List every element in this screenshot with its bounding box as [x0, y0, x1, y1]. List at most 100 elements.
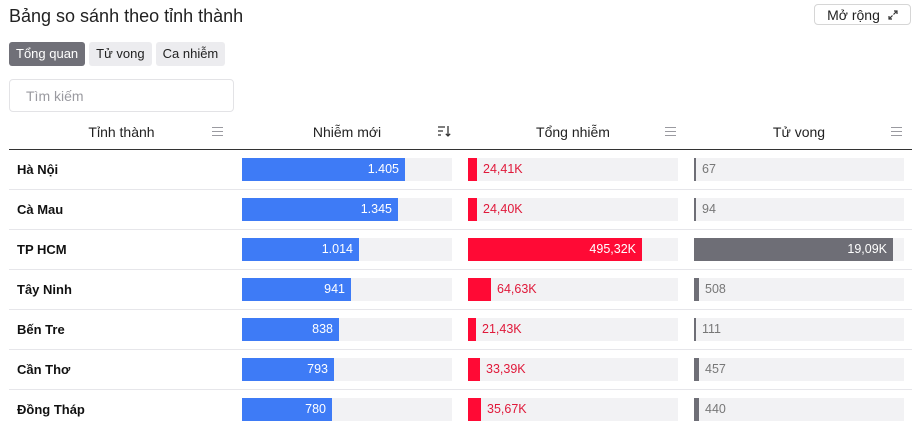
- table-row[interactable]: Tây Ninh 941 64,63K 508: [9, 270, 912, 310]
- new-cases-bar-track: 1.345: [242, 198, 452, 221]
- deaths-bar-track: 508: [694, 278, 904, 301]
- new-cases-value: 941: [324, 282, 345, 296]
- column-menu-icon[interactable]: [891, 127, 902, 136]
- total-cases-value: 21,43K: [482, 322, 522, 336]
- table-row[interactable]: Cà Mau 1.345 24,40K 94: [9, 190, 912, 230]
- total-cases-bar: [468, 398, 481, 421]
- deaths-bar: [694, 358, 699, 381]
- total-cases-bar-track: 35,67K: [468, 398, 678, 421]
- column-header-new-cases[interactable]: Nhiễm mới: [242, 116, 452, 148]
- total-cases-bar-track: 33,39K: [468, 358, 678, 381]
- total-cases-bar: [468, 278, 491, 301]
- total-cases-value: 495,32K: [589, 242, 636, 256]
- new-cases-bar: [242, 158, 405, 181]
- column-header-new-cases-label: Nhiễm mới: [312, 124, 382, 140]
- deaths-value: 111: [702, 322, 722, 336]
- new-cases-bar-track: 793: [242, 358, 452, 381]
- column-header-province[interactable]: Tỉnh thành: [9, 116, 234, 148]
- province-name: TP HCM: [17, 242, 67, 257]
- column-header-deaths[interactable]: Tử vong: [694, 116, 904, 148]
- sort-descending-icon[interactable]: [437, 124, 451, 138]
- table-row[interactable]: Đồng Tháp 780 35,67K 440: [9, 390, 912, 430]
- new-cases-bar: [242, 398, 332, 421]
- expand-button[interactable]: Mở rộng: [814, 4, 911, 25]
- deaths-bar: [694, 198, 696, 221]
- new-cases-value: 1.345: [360, 202, 392, 216]
- new-cases-bar-track: 1.014: [242, 238, 452, 261]
- deaths-value: 67: [702, 162, 716, 176]
- deaths-bar-track: 440: [694, 398, 904, 421]
- new-cases-bar: [242, 278, 351, 301]
- table-row[interactable]: TP HCM 1.014 495,32K 19,09K: [9, 230, 912, 270]
- new-cases-bar-track: 838: [242, 318, 452, 341]
- deaths-value: 440: [705, 402, 726, 416]
- deaths-bar: [694, 318, 696, 341]
- deaths-bar-track: 94: [694, 198, 904, 221]
- province-name: Tây Ninh: [17, 282, 72, 297]
- table-row[interactable]: Hà Nội 1.405 24,41K 67: [9, 150, 912, 190]
- total-cases-value: 35,67K: [487, 402, 527, 416]
- new-cases-bar-track: 941: [242, 278, 452, 301]
- total-cases-bar: [468, 158, 477, 181]
- deaths-bar: [694, 158, 696, 181]
- province-name: Hà Nội: [17, 162, 59, 177]
- new-cases-value: 793: [307, 362, 328, 376]
- column-header-total-cases-label: Tổng nhiễm: [536, 124, 610, 140]
- deaths-value: 508: [705, 282, 726, 296]
- page-title: Bảng so sánh theo tỉnh thành: [9, 6, 244, 26]
- column-menu-icon[interactable]: [212, 127, 223, 136]
- deaths-value: 19,09K: [847, 242, 887, 256]
- province-name: Cần Thơ: [17, 362, 71, 377]
- total-cases-value: 33,39K: [486, 362, 526, 376]
- total-cases-bar: [468, 358, 480, 381]
- search-input[interactable]: [9, 79, 234, 112]
- new-cases-bar-track: 780: [242, 398, 452, 421]
- deaths-value: 94: [702, 202, 716, 216]
- province-name: Bến Tre: [17, 322, 65, 337]
- deaths-bar: [694, 398, 699, 421]
- total-cases-bar-track: 64,63K: [468, 278, 678, 301]
- new-cases-bar: [242, 318, 339, 341]
- table-row[interactable]: Cần Thơ 793 33,39K 457: [9, 350, 912, 390]
- deaths-bar-track: 67: [694, 158, 904, 181]
- province-name: Cà Mau: [17, 202, 64, 217]
- new-cases-value: 838: [312, 322, 333, 336]
- table-body: Hà Nội 1.405 24,41K 67 Cà Mau 1.345 24,40K 94 TP…: [9, 150, 912, 430]
- expand-icon: [888, 9, 898, 20]
- total-cases-bar: [468, 198, 477, 221]
- deaths-bar-track: 457: [694, 358, 904, 381]
- total-cases-bar: [468, 238, 642, 261]
- column-header-province-label: Tỉnh thành: [88, 124, 155, 140]
- deaths-bar: [694, 278, 699, 301]
- province-name: Đồng Tháp: [17, 402, 85, 417]
- new-cases-bar: [242, 238, 359, 261]
- new-cases-bar-track: 1.405: [242, 158, 452, 181]
- column-menu-icon[interactable]: [665, 127, 676, 136]
- total-cases-bar-track: 24,41K: [468, 158, 678, 181]
- total-cases-value: 24,40K: [483, 202, 523, 216]
- table-header: Tỉnh thành Nhiễm mới Tổng nhiễm Tử vong: [9, 116, 912, 150]
- total-cases-value: 24,41K: [483, 162, 523, 176]
- tab-cases[interactable]: Ca nhiễm: [155, 42, 226, 66]
- table-row[interactable]: Bến Tre 838 21,43K 111: [9, 310, 912, 350]
- total-cases-value: 64,63K: [497, 282, 537, 296]
- total-cases-bar: [468, 318, 476, 341]
- new-cases-bar: [242, 198, 398, 221]
- new-cases-value: 1.405: [367, 162, 399, 176]
- column-header-deaths-label: Tử vong: [772, 124, 826, 140]
- deaths-bar: [694, 238, 893, 261]
- total-cases-bar-track: 24,40K: [468, 198, 678, 221]
- total-cases-bar-track: 21,43K: [468, 318, 678, 341]
- tab-overview[interactable]: Tổng quan: [9, 42, 86, 66]
- expand-label: Mở rộng: [827, 6, 880, 23]
- column-header-total-cases[interactable]: Tổng nhiễm: [468, 116, 678, 148]
- total-cases-bar-track: 495,32K: [468, 238, 678, 261]
- tab-bar: Tổng quan Tử vong Ca nhiễm: [9, 42, 226, 66]
- tab-deaths[interactable]: Tử vong: [89, 42, 152, 66]
- new-cases-value: 1.014: [321, 242, 353, 256]
- deaths-bar-track: 19,09K: [694, 238, 904, 261]
- deaths-value: 457: [705, 362, 726, 376]
- new-cases-bar: [242, 358, 334, 381]
- new-cases-value: 780: [305, 402, 326, 416]
- deaths-bar-track: 111: [694, 318, 904, 341]
